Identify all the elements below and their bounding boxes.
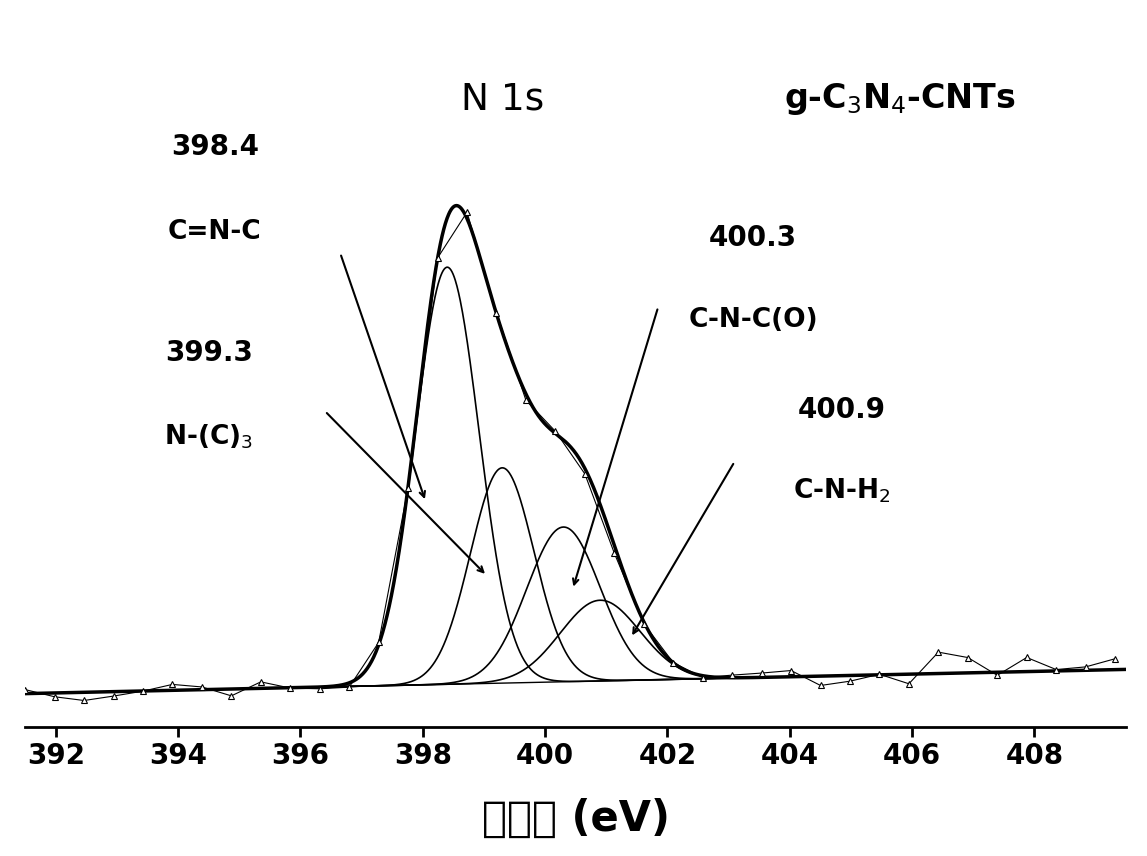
Text: 400.9: 400.9 <box>797 395 885 424</box>
Text: N 1s: N 1s <box>461 81 544 117</box>
Text: 399.3: 399.3 <box>165 339 252 366</box>
Text: 398.4: 398.4 <box>171 134 259 162</box>
Text: g-C$_3$N$_4$-CNTs: g-C$_3$N$_4$-CNTs <box>783 81 1016 117</box>
Text: C-N-C(O): C-N-C(O) <box>688 307 818 333</box>
Text: 结合能 (eV): 结合能 (eV) <box>482 798 670 840</box>
Text: C=N-C: C=N-C <box>167 219 262 246</box>
Text: 400.3: 400.3 <box>709 224 797 253</box>
Text: C-N-H$_2$: C-N-H$_2$ <box>793 477 890 505</box>
Text: N-(C)$_3$: N-(C)$_3$ <box>164 423 253 451</box>
